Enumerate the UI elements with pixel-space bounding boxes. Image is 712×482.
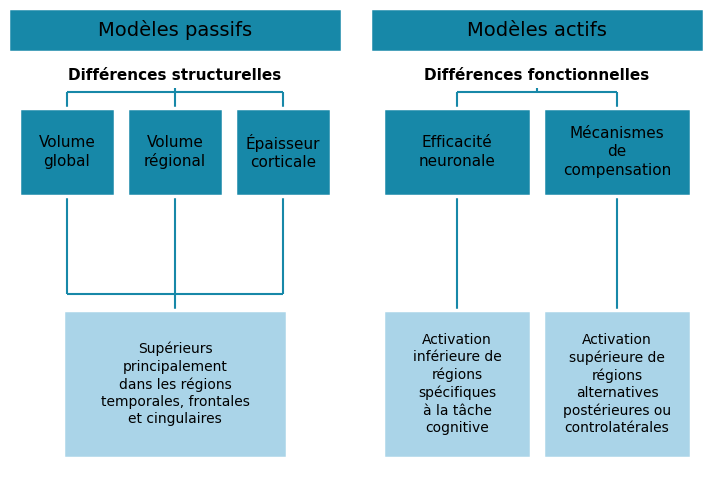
Text: Différences structurelles: Différences structurelles <box>68 68 282 83</box>
Text: Volume
régional: Volume régional <box>144 134 206 170</box>
FancyBboxPatch shape <box>127 108 223 196</box>
Text: Supérieurs
principalement
dans les régions
temporales, frontales
et cingulaires: Supérieurs principalement dans les régio… <box>100 342 249 426</box>
FancyBboxPatch shape <box>543 310 691 458</box>
Text: Mécanismes
de
compensation: Mécanismes de compensation <box>563 126 671 178</box>
Text: Modèles passifs: Modèles passifs <box>98 20 252 40</box>
FancyBboxPatch shape <box>370 8 704 52</box>
Text: Efficacité
neuronale: Efficacité neuronale <box>419 135 496 169</box>
FancyBboxPatch shape <box>543 108 691 196</box>
FancyBboxPatch shape <box>19 108 115 196</box>
Text: Activation
supérieure de
régions
alternatives
postérieures ou
controlatérales: Activation supérieure de régions alterna… <box>563 333 671 435</box>
FancyBboxPatch shape <box>235 108 331 196</box>
Text: Différences fonctionnelles: Différences fonctionnelles <box>424 68 649 83</box>
FancyBboxPatch shape <box>63 310 287 458</box>
FancyBboxPatch shape <box>383 108 531 196</box>
Text: Épaisseur
corticale: Épaisseur corticale <box>246 134 320 170</box>
Text: Activation
inférieure de
régions
spécifiques
à la tâche
cognitive: Activation inférieure de régions spécifi… <box>413 333 501 435</box>
Text: Modèles actifs: Modèles actifs <box>467 21 607 40</box>
FancyBboxPatch shape <box>8 8 342 52</box>
Text: Volume
global: Volume global <box>38 135 95 169</box>
FancyBboxPatch shape <box>383 310 531 458</box>
